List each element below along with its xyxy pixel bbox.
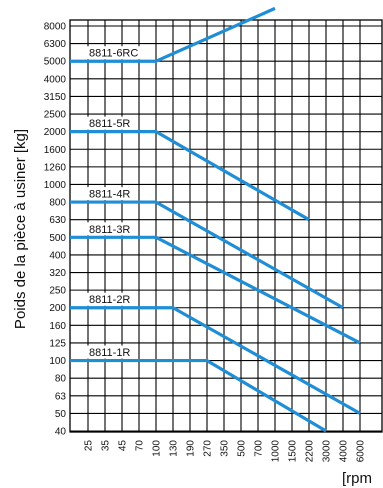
- y-tick-label: 2500: [44, 110, 67, 121]
- y-tick-label: 4000: [44, 74, 67, 85]
- x-tick-label: 2200: [305, 440, 316, 463]
- y-tick-label: 8000: [44, 22, 67, 33]
- y-tick-label: 1260: [44, 162, 67, 173]
- series-line-8811-4r: [70, 200, 344, 310]
- x-tick-label: 70: [135, 440, 146, 452]
- y-tick-label: 50: [55, 409, 67, 420]
- y-tick-label: 320: [49, 268, 66, 279]
- y-tick-label: 3150: [44, 92, 67, 103]
- series-label-bg: [87, 116, 133, 130]
- series-label-bg: [87, 345, 133, 359]
- series-line-8811-2r: [70, 306, 361, 415]
- x-tick-label: 500: [237, 440, 248, 457]
- y-tick-label: 200: [49, 303, 66, 314]
- y-tick-label: 125: [49, 338, 66, 349]
- series-label-bg: [87, 46, 141, 60]
- x-tick-label: 3000: [322, 440, 333, 463]
- x-tick-label: 45: [118, 440, 129, 452]
- y-tick-label: 400: [49, 250, 66, 261]
- x-tick-label: 35: [101, 440, 112, 452]
- y-tick-label: 40: [55, 427, 67, 438]
- y-tick-label: 1000: [44, 180, 67, 191]
- x-axis-ticks: 25 35 45 70 100 130 190 270 350 500 700 1000 1500 220…: [84, 440, 367, 463]
- series-label-bg: [87, 222, 133, 236]
- series-label: 8811-5R: [89, 118, 130, 130]
- y-tick-label: 6300: [44, 39, 67, 50]
- x-tick-label: 6000: [356, 440, 367, 463]
- series-label: 8811-3R: [89, 224, 130, 236]
- x-tick-label: 25: [84, 440, 95, 452]
- x-tick-label: 700: [254, 440, 265, 457]
- y-tick-label: 63: [55, 391, 67, 402]
- y-axis-ticks: 8000 6300 5000 4000 3150 2500 2000 1600 1260 1000…: [44, 22, 67, 438]
- series-label: 8811-6RC: [89, 48, 138, 60]
- x-tick-label: 4000: [339, 440, 350, 463]
- x-tick-label: 1000: [271, 440, 282, 463]
- y-tick-label: 5000: [44, 57, 67, 68]
- series-line-8811-6rc: [70, 6, 276, 63]
- y-tick-label: 500: [49, 233, 66, 244]
- series-line-8811-5r: [70, 130, 310, 222]
- y-tick-label: 630: [49, 215, 66, 226]
- x-tick-label: 350: [220, 440, 231, 457]
- series-labels: 8811-6RC 8811-5R 8811-4R 8811-3R 8811-2R 8811…: [87, 46, 141, 359]
- x-axis-unit: [rpm: [342, 470, 372, 487]
- x-tick-label: 130: [169, 440, 180, 457]
- series-line-8811-1r: [70, 358, 327, 433]
- y-tick-label: 2000: [44, 127, 67, 138]
- y-tick-label: 1600: [44, 145, 67, 156]
- series-label: 8811-1R: [89, 347, 130, 359]
- series-layer: [70, 6, 361, 433]
- plot-frame: [69, 19, 383, 433]
- y-axis-label: Poids de la pièce à usiner [kg]: [12, 129, 29, 329]
- series-label: 8811-2R: [89, 294, 130, 306]
- y-tick-label: 80: [55, 374, 67, 385]
- x-tick-label: 1500: [288, 440, 299, 463]
- x-tick-label: 100: [152, 440, 163, 457]
- y-tick-label: 250: [49, 286, 66, 297]
- x-tick-label: 270: [203, 440, 214, 457]
- series-label-bg: [87, 187, 133, 201]
- series-label-bg: [87, 292, 133, 306]
- series-line-8811-3r: [70, 235, 361, 345]
- y-tick-label: 800: [49, 198, 66, 209]
- y-tick-label: 160: [49, 321, 66, 332]
- series-label: 8811-4R: [89, 189, 130, 201]
- x-tick-label: 190: [186, 440, 197, 457]
- y-tick-label: 100: [49, 356, 66, 367]
